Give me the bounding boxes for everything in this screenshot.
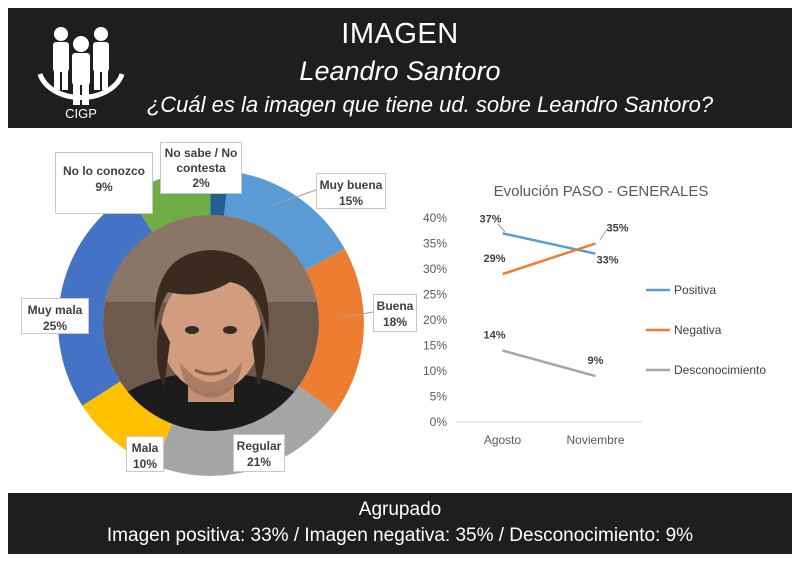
donut-leader-line: [339, 311, 374, 319]
donut-slice-buena: [297, 248, 364, 413]
donut-label-buena: Buena 18%: [373, 294, 417, 332]
footer-banner: Agrupado Imagen positiva: 33% / Imagen n…: [8, 493, 792, 554]
header-banner: CIGP IMAGEN Leandro Santoro ¿Cuál es la …: [8, 8, 792, 128]
data-label-desconocimiento: 9%: [588, 355, 604, 367]
label-leader-line: [599, 227, 609, 241]
data-label-negativa: 29%: [483, 253, 505, 265]
y-tick-label: 40%: [423, 211, 447, 225]
y-tick-label: 20%: [423, 313, 447, 327]
donut-slice-muy-buena: [223, 171, 345, 272]
legend-label-desconocimiento: Desconocimiento: [674, 363, 766, 377]
series-line-positiva: [502, 232, 596, 255]
y-tick-label: 30%: [423, 262, 447, 276]
page-title: IMAGEN: [341, 18, 459, 50]
footer-title: Agrupado: [358, 499, 442, 520]
x-tick-label: Noviembre: [566, 433, 624, 447]
donut-label-muy-mala: Muy mala 25%: [21, 298, 89, 334]
subject-name: Leandro Santoro: [299, 56, 501, 86]
donut-slice-muy-mala: [58, 194, 154, 406]
donut-label-mala: Mala 10%: [126, 436, 164, 472]
data-label-positiva: 33%: [596, 255, 618, 267]
donut-label-regular: Regular 21%: [233, 434, 285, 472]
data-label-negativa: 35%: [606, 223, 628, 235]
y-tick-label: 35%: [423, 237, 447, 251]
donut-leader-line: [269, 189, 317, 207]
photo-portrait: [103, 215, 319, 431]
y-tick-label: 5%: [430, 390, 448, 404]
y-tick-label: 10%: [423, 364, 447, 378]
y-tick-label: 0%: [430, 415, 448, 429]
label-leader-line: [497, 223, 506, 233]
series-line-desconocimiento: [502, 349, 596, 378]
donut-leader-line: [163, 437, 175, 446]
legend-label-positiva: Positiva: [674, 283, 716, 297]
survey-question: ¿Cuál es la imagen que tiene ud. sobre L…: [146, 92, 714, 117]
line-chart-title: Evolución PASO - GENERALES: [494, 183, 709, 200]
legend-label-negativa: Negativa: [674, 323, 722, 337]
x-tick-label: Agosto: [484, 433, 522, 447]
y-tick-label: 25%: [423, 288, 447, 302]
series-line-negativa: [502, 242, 596, 276]
donut-label-no-sabe: No sabe / No contesta 2%: [160, 142, 242, 194]
data-label-positiva: 37%: [479, 213, 501, 225]
y-tick-label: 15%: [423, 339, 447, 353]
donut-label-muy-buena: Muy buena 15%: [316, 173, 386, 209]
footer-summary: Imagen positiva: 33% / Imagen negativa: …: [106, 525, 694, 546]
data-label-desconocimiento: 14%: [483, 330, 505, 342]
logo-text: CIGP: [65, 106, 97, 121]
donut-leader-line: [257, 422, 267, 435]
donut-label-no-lo-conozco: No lo conozco 9%: [55, 152, 153, 214]
people-group-icon: CIGP: [37, 27, 125, 121]
